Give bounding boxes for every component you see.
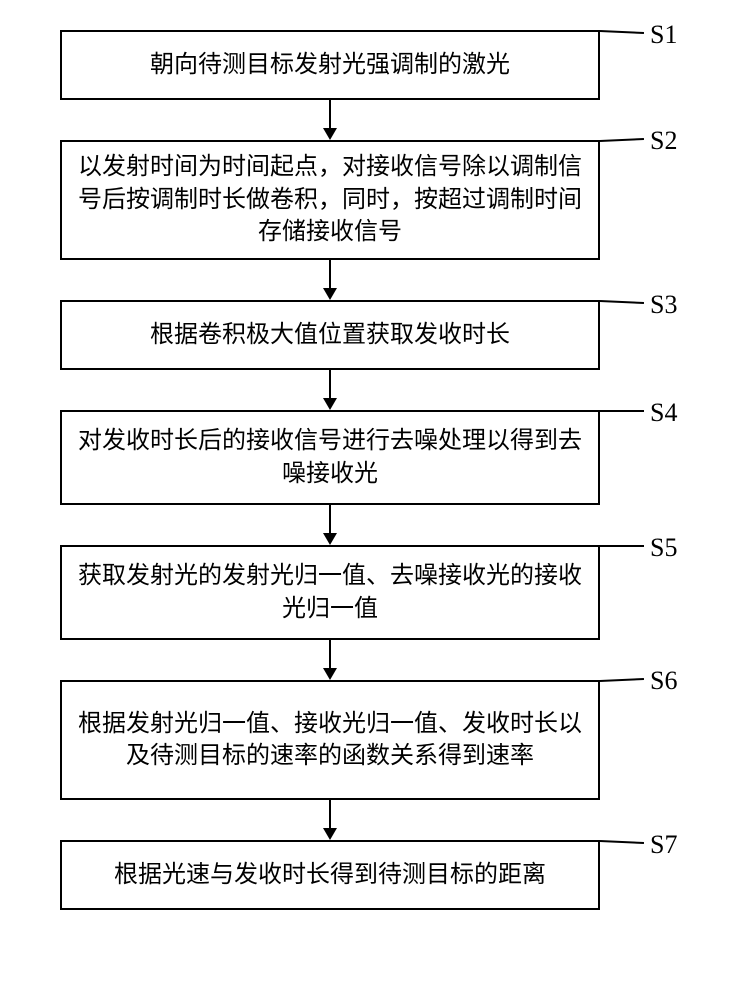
arrow-S6-S7 [323, 828, 337, 840]
step-text-S3: 根据卷积极大值位置获取发收时长 [150, 319, 510, 351]
leader-line-S2 [600, 138, 644, 142]
leader-line-S1 [600, 30, 644, 34]
step-label-S3: S3 [650, 290, 677, 320]
connector-S1-S2 [329, 100, 331, 130]
step-box-S2: 以发射时间为时间起点，对接收信号除以调制信号后按调制时长做卷积，同时，按超过调制… [60, 140, 600, 260]
connector-S5-S6 [329, 640, 331, 670]
step-label-S4: S4 [650, 398, 677, 428]
step-box-S4: 对发收时长后的接收信号进行去噪处理以得到去噪接收光 [60, 410, 600, 505]
step-label-S2: S2 [650, 126, 677, 156]
leader-line-S6 [600, 678, 644, 682]
arrow-S5-S6 [323, 668, 337, 680]
leader-line-S4 [600, 410, 644, 412]
step-text-S5: 获取发射光的发射光归一值、去噪接收光的接收光归一值 [72, 560, 588, 625]
step-label-S5: S5 [650, 533, 677, 563]
step-label-S1: S1 [650, 20, 677, 50]
flowchart-container: 朝向待测目标发射光强调制的激光 S1 以发射时间为时间起点，对接收信号除以调制信号后… [0, 0, 742, 1000]
step-text-S4: 对发收时长后的接收信号进行去噪处理以得到去噪接收光 [72, 425, 588, 490]
step-box-S5: 获取发射光的发射光归一值、去噪接收光的接收光归一值 [60, 545, 600, 640]
step-box-S1: 朝向待测目标发射光强调制的激光 [60, 30, 600, 100]
arrow-S1-S2 [323, 128, 337, 140]
arrow-S2-S3 [323, 288, 337, 300]
step-box-S6: 根据发射光归一值、接收光归一值、发收时长以及待测目标的速率的函数关系得到速率 [60, 680, 600, 800]
connector-S3-S4 [329, 370, 331, 400]
connector-S4-S5 [329, 505, 331, 535]
leader-line-S7 [600, 840, 644, 844]
arrow-S3-S4 [323, 398, 337, 410]
step-box-S7: 根据光速与发收时长得到待测目标的距离 [60, 840, 600, 910]
step-text-S1: 朝向待测目标发射光强调制的激光 [150, 49, 510, 81]
step-label-S6: S6 [650, 666, 677, 696]
leader-line-S3 [600, 300, 644, 304]
connector-S6-S7 [329, 800, 331, 830]
step-label-S7: S7 [650, 830, 677, 860]
step-box-S3: 根据卷积极大值位置获取发收时长 [60, 300, 600, 370]
step-text-S7: 根据光速与发收时长得到待测目标的距离 [114, 859, 546, 891]
arrow-S4-S5 [323, 533, 337, 545]
step-text-S2: 以发射时间为时间起点，对接收信号除以调制信号后按调制时长做卷积，同时，按超过调制… [72, 151, 588, 248]
leader-line-S5 [600, 545, 644, 547]
connector-S2-S3 [329, 260, 331, 290]
step-text-S6: 根据发射光归一值、接收光归一值、发收时长以及待测目标的速率的函数关系得到速率 [72, 708, 588, 773]
